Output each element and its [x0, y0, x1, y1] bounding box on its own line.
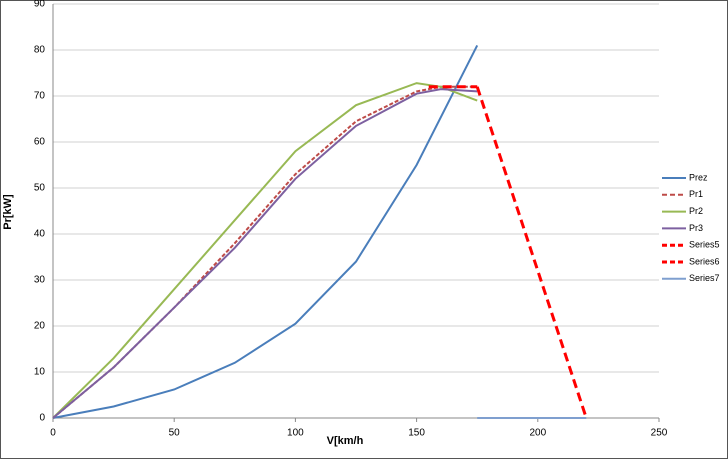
series-line	[475, 86, 588, 419]
y-tick-label: 30	[34, 275, 46, 286]
legend-label: Pr3	[689, 223, 703, 233]
series-line	[52, 85, 478, 419]
x-tick-label: 0	[50, 428, 56, 439]
y-tick-label: 40	[34, 229, 46, 240]
legend-label: Pr1	[689, 189, 703, 199]
x-tick-label: 150	[408, 428, 425, 439]
y-tick-label: 90	[34, 0, 46, 10]
y-axis-label: Pr[kW]	[2, 194, 14, 230]
x-tick-label: 250	[651, 428, 668, 439]
y-tick-label: 10	[34, 367, 46, 378]
series-line	[52, 88, 478, 419]
y-tick-label: 60	[34, 137, 46, 148]
x-axis-label: V[km/h	[327, 435, 364, 447]
legend-label: Series6	[689, 256, 720, 266]
x-tick-label: 50	[169, 428, 181, 439]
legend-label: Pr2	[689, 206, 703, 216]
y-tick-label: 70	[34, 91, 46, 102]
y-tick-label: 0	[39, 413, 45, 424]
legend-label: Series7	[689, 273, 720, 283]
series-line	[52, 44, 479, 419]
x-tick-label: 100	[287, 428, 304, 439]
x-tick-label: 200	[529, 428, 546, 439]
y-tick-label: 50	[34, 183, 46, 194]
y-tick-label: 20	[34, 321, 46, 332]
legend-label: Series5	[689, 240, 720, 250]
legend-label: Prez	[689, 172, 708, 182]
y-tick-label: 80	[34, 45, 46, 56]
